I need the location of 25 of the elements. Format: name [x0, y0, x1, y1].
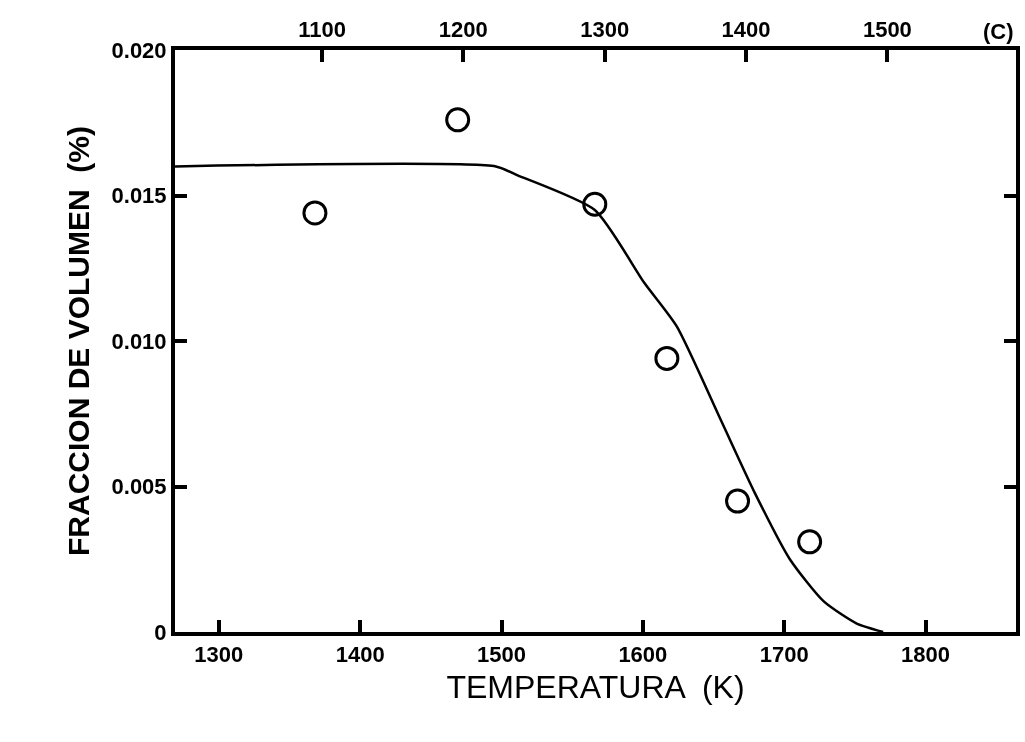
point: [725, 488, 751, 514]
point: [582, 191, 608, 217]
y-tick-label: 0.015: [111, 183, 167, 209]
x-axis-title: TEMPERATURA (K): [446, 668, 745, 705]
y-tick-label: 0.005: [111, 474, 167, 500]
point: [797, 529, 823, 555]
x-tick-label: 1600: [618, 642, 668, 668]
x2-tick-label: 1400: [721, 17, 771, 43]
y-tick-label: 0.010: [111, 328, 167, 354]
point: [302, 200, 328, 226]
y-tick-label: 0: [154, 619, 167, 645]
x-tick-label: 1800: [901, 642, 951, 668]
x-tick-label: 1400: [335, 642, 385, 668]
y-axis-title: FRACCION DE VOLUMEN (%): [62, 126, 96, 556]
x-tick-label: 1700: [759, 642, 809, 668]
y-tick-label: 0.020: [111, 37, 167, 63]
x2-tick-label: 1300: [580, 17, 630, 43]
x2-axis-title: (C): [983, 19, 1014, 44]
x2-tick-label: 1200: [438, 17, 488, 43]
x2-tick-label: 1100: [298, 17, 346, 43]
x-tick-label: 1500: [477, 642, 526, 668]
point: [445, 107, 471, 133]
x-tick-label: 1300: [194, 642, 244, 668]
point: [654, 345, 680, 371]
x2-tick-label: 1500: [862, 17, 912, 43]
